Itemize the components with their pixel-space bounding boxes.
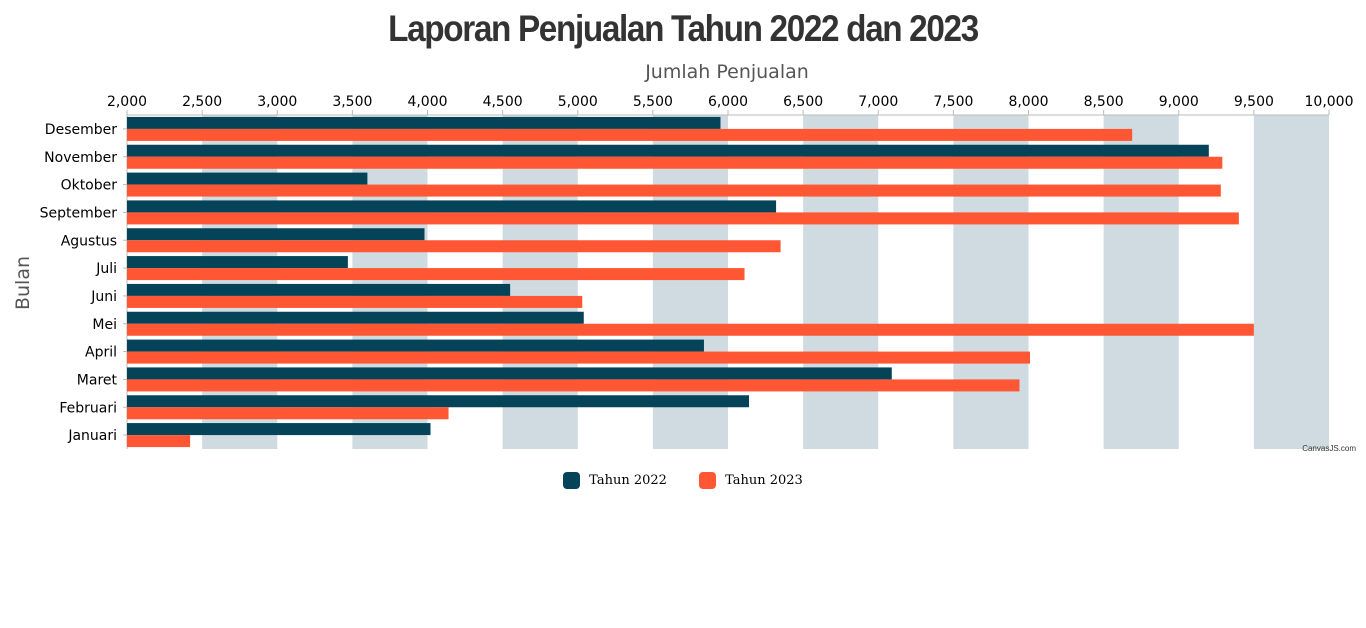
y-tick-label: Juli — [95, 261, 117, 277]
x-tick-label: 6,500 — [783, 94, 823, 110]
bar-2022-juni[interactable] — [127, 283, 511, 296]
x-tick-label: 5,000 — [558, 94, 598, 110]
x-tick-label: 7,000 — [858, 94, 898, 110]
y-tick-label: Maret — [77, 372, 118, 388]
chart-title: Laporan Penjualan Tahun 2022 dan 2023 — [388, 8, 979, 49]
y-tick-label: Oktober — [61, 178, 118, 194]
y-tick-label: Agustus — [61, 233, 117, 249]
bar-2023-mei[interactable] — [127, 323, 1254, 336]
x-tick-label: 3,000 — [257, 94, 297, 110]
x-tick-label: 10,000 — [1305, 94, 1354, 110]
y-axis-title: Bulan — [12, 256, 34, 310]
x-tick-label: 9,000 — [1159, 94, 1199, 110]
bar-2022-november[interactable] — [127, 144, 1209, 157]
legend-item-2023[interactable]: Tahun 2023 — [699, 472, 803, 489]
bar-2022-mei[interactable] — [127, 311, 584, 324]
x-tick-label: 9,500 — [1234, 94, 1274, 110]
grid-band — [502, 115, 578, 449]
y-tick-label: Mei — [92, 317, 117, 333]
x-tick-label: 8,000 — [1008, 94, 1048, 110]
grid-band — [352, 115, 428, 449]
bar-2023-november[interactable] — [127, 156, 1223, 169]
bar-2023-oktober[interactable] — [127, 184, 1221, 197]
bar-2023-agustus[interactable] — [127, 240, 781, 253]
bar-2023-april[interactable] — [127, 351, 1031, 364]
bar-2022-januari[interactable] — [127, 423, 431, 436]
grid-band — [202, 115, 278, 449]
bar-2022-juli[interactable] — [127, 256, 348, 269]
x-tick-label: 4,000 — [407, 94, 447, 110]
chart-credit[interactable]: CanvasJS.com — [1302, 444, 1356, 453]
bar-2023-juli[interactable] — [127, 268, 745, 281]
grid-band — [953, 115, 1029, 449]
bar-2022-februari[interactable] — [127, 395, 750, 408]
grid-band — [803, 115, 879, 449]
y-axis: Januari Februari Maret April Mei Juni Juli Agus… — [40, 115, 128, 449]
x-tick-label: 2,500 — [182, 94, 222, 110]
bars — [127, 116, 1254, 448]
bar-2023-februari[interactable] — [127, 407, 449, 420]
y-tick-label: November — [44, 150, 117, 166]
legend-label-2022: Tahun 2022 — [589, 473, 667, 488]
bar-2023-september[interactable] — [127, 212, 1239, 225]
grid-band — [1253, 115, 1329, 449]
x-tick-label: 8,500 — [1084, 94, 1124, 110]
legend-swatch-2022 — [563, 472, 581, 489]
chart-plot: 2,000 2,500 3,000 3,500 4,000 4,500 5,000 5,500… — [12, 61, 1354, 449]
x-tick-label: 4,500 — [483, 94, 523, 110]
x-tick-label: 5,500 — [633, 94, 673, 110]
bar-2023-desember[interactable] — [127, 128, 1133, 141]
x-tick-label: 6,000 — [708, 94, 748, 110]
y-tick-label: Juni — [90, 289, 117, 305]
x-tick-label: 7,500 — [933, 94, 973, 110]
legend-label-2023: Tahun 2023 — [725, 473, 803, 488]
bar-2022-maret[interactable] — [127, 367, 892, 380]
grid-band — [652, 115, 728, 449]
x-tick-label: 2,000 — [107, 94, 147, 110]
x-tick-label: 3,500 — [332, 94, 372, 110]
bar-2023-maret[interactable] — [127, 379, 1020, 392]
y-tick-label: Januari — [67, 428, 117, 444]
bar-2022-agustus[interactable] — [127, 228, 425, 241]
legend-swatch-2023 — [699, 472, 717, 489]
x-axis: 2,000 2,500 3,000 3,500 4,000 4,500 5,000 5,500… — [107, 94, 1354, 116]
y-tick-label: September — [40, 205, 118, 221]
bar-2022-desember[interactable] — [127, 116, 721, 129]
bar-2022-oktober[interactable] — [127, 172, 368, 185]
legend: Tahun 2022 Tahun 2023 — [0, 472, 1366, 493]
bar-2023-januari[interactable] — [127, 435, 191, 448]
legend-item-2022[interactable]: Tahun 2022 — [563, 472, 667, 489]
alternating-bands — [202, 115, 1329, 449]
bar-2022-april[interactable] — [127, 339, 704, 352]
x-axis-title: Jumlah Penjualan — [644, 61, 809, 83]
bar-2022-september[interactable] — [127, 200, 777, 213]
y-tick-label: April — [85, 345, 117, 361]
y-tick-label: Februari — [59, 400, 117, 416]
grid-band — [1103, 115, 1179, 449]
bar-2023-juni[interactable] — [127, 295, 583, 308]
y-tick-label: Desember — [45, 122, 117, 138]
